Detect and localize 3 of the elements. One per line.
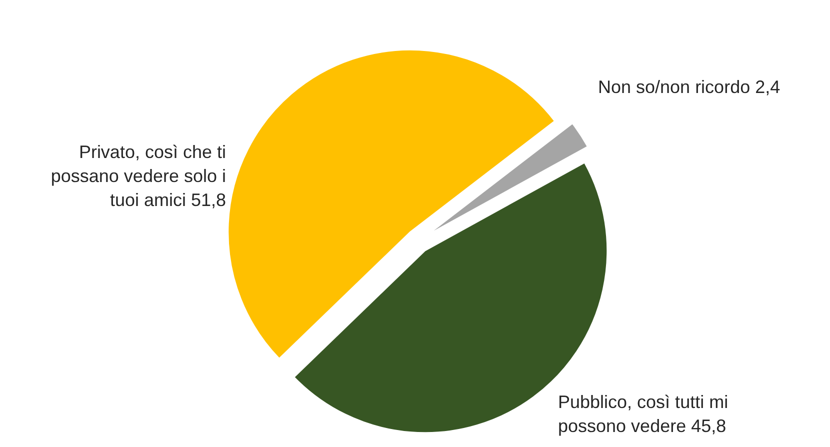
slice-label: Privato, così che ti possano vedere solo i tuoi amici 51,8: [50, 142, 226, 210]
slice-label: Pubblico, così tutti mi possono vedere 45,8: [558, 392, 728, 436]
slice-label: Non so/non ricordo 2,4: [598, 77, 780, 97]
